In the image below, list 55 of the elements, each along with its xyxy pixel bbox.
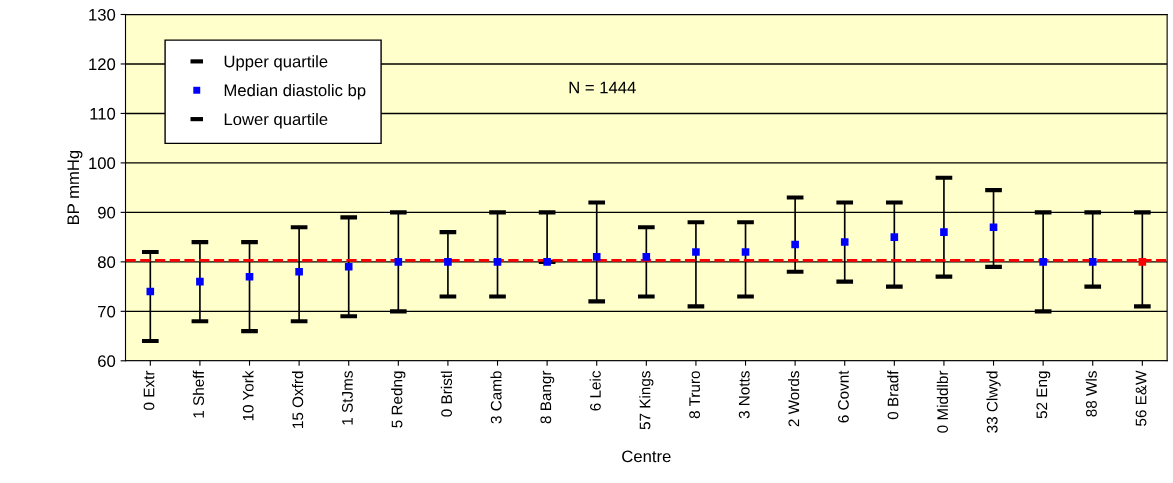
point — [1088, 258, 1097, 266]
point — [989, 223, 998, 232]
x-tick-label: 15 Oxfrd — [291, 371, 304, 428]
y-tick-label: 90 — [98, 206, 116, 219]
y-tick-label: 110 — [90, 107, 116, 120]
x-tick-label: 6 Leic — [589, 370, 601, 411]
point — [741, 248, 750, 256]
point — [1138, 258, 1147, 266]
point — [890, 233, 899, 241]
x-axis-title: Centre — [622, 450, 671, 463]
y-tick-label: 100 — [89, 157, 116, 170]
point — [196, 277, 204, 286]
point — [394, 258, 403, 266]
point — [543, 258, 551, 266]
x-tick-label: 1 Sheff — [192, 370, 205, 418]
point — [344, 263, 353, 271]
x-tick-label: 52 Eng — [1036, 371, 1051, 419]
x-tick-label: 0 Bristl — [440, 371, 453, 417]
x-tick-label: 0 Extr — [143, 370, 155, 410]
x-tick-label: 6 Covnt — [838, 370, 849, 423]
x-tick-label: 1 StJms — [342, 371, 353, 425]
x-tick-label: 10 York — [242, 370, 254, 421]
point — [692, 248, 700, 256]
x-tick-label: 8 Truro — [689, 371, 701, 419]
x-tick-label: 0 Bradf — [887, 370, 899, 420]
y-tick-label: 120 — [89, 58, 116, 71]
x-tick-label: 0 Middlbr — [936, 370, 949, 433]
y-tick-label: 80 — [97, 256, 116, 269]
point — [444, 258, 452, 266]
y-tick-label: 70 — [98, 305, 116, 318]
y-tick-label: 130 — [89, 8, 116, 21]
point — [791, 240, 799, 249]
y-tick-label: 60 — [98, 355, 116, 367]
x-tick-label: 8 Bangr — [540, 370, 555, 424]
annotation: N = 1444 — [569, 81, 636, 94]
point — [940, 228, 948, 236]
x-tick-label: 56 E&W — [1135, 370, 1147, 426]
x-tick-label: 5 Redng — [391, 371, 406, 428]
y-axis-title: BP mmHg — [67, 150, 83, 225]
point — [295, 267, 303, 276]
point — [493, 258, 502, 266]
point — [1039, 258, 1047, 266]
point — [642, 253, 651, 261]
legend-label: Lower quartile — [224, 112, 328, 129]
x-tick-label: 3 Camb — [490, 371, 502, 424]
point — [592, 253, 601, 261]
x-tick-label: 3 Notts — [738, 371, 750, 419]
point — [840, 238, 849, 246]
x-tick-label: 33 Clwyd — [986, 371, 1001, 433]
point — [245, 272, 254, 281]
x-tick-label: 88 Wls — [1085, 371, 1097, 417]
x-tick-label: 57 Kings — [639, 371, 654, 430]
x-tick-label: 2 Words — [788, 371, 800, 427]
legend-label: Upper quartile — [224, 55, 328, 71]
legend-label: Median diastolic bp — [224, 84, 366, 100]
